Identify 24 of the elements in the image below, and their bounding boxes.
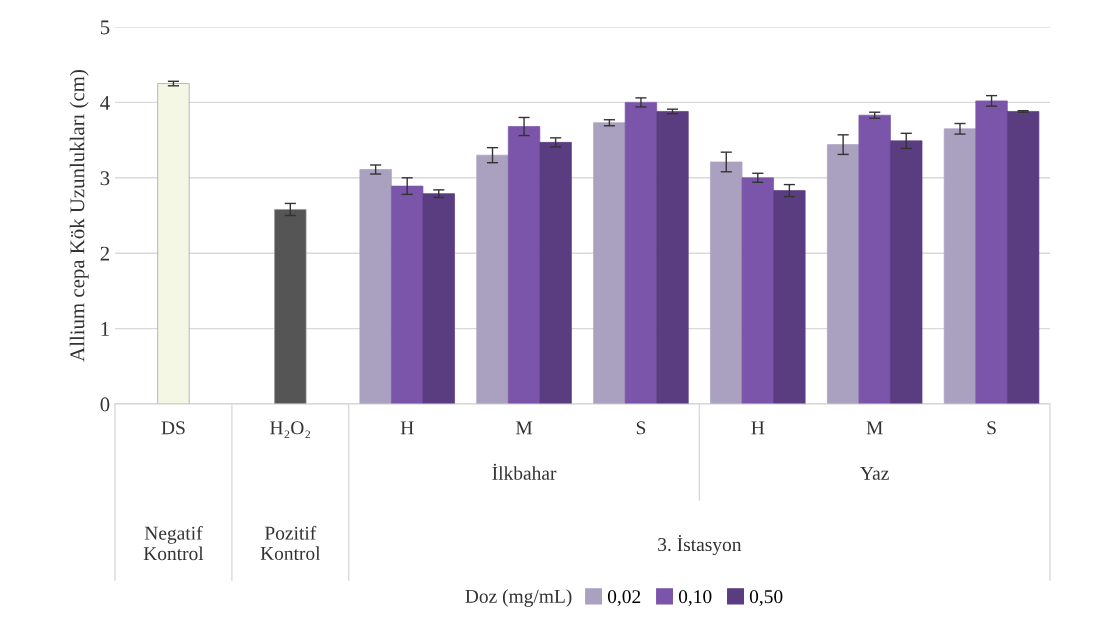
y-tick-label: 3 — [100, 171, 110, 186]
y-tick-label: 5 — [100, 20, 110, 35]
x-tick-label: H — [400, 421, 414, 435]
text: Yaz — [860, 466, 889, 480]
y-tick-label: 1 — [101, 322, 109, 336]
y-tick-label: 0 — [100, 397, 110, 412]
text: Negatif Kontrol — [143, 525, 204, 561]
legend-title: Doz (mg/mL) — [465, 589, 572, 607]
x-tick-label: DS — [161, 421, 185, 435]
x-tick-label: H₂O₂ — [270, 421, 311, 439]
x-tick-label: M — [866, 421, 883, 435]
legend-label: 0,02 — [607, 590, 641, 607]
x-tick-label: H — [751, 421, 765, 435]
legend-label: 0,10 — [678, 590, 712, 607]
y-tick-label: 2 — [100, 246, 109, 261]
legend-label: 0,50 — [749, 590, 783, 607]
x-tick-label: M — [515, 421, 533, 435]
y-axis-title: Allium cepa Kök Uzunlukları (cm) — [69, 70, 89, 362]
text: İlkbahar — [492, 463, 557, 480]
text: Pozitif Kontrol — [260, 525, 321, 561]
x-tick-label: S — [636, 421, 646, 435]
y-tick-label: 4 — [100, 95, 110, 110]
text: 3. İstasyon — [658, 534, 742, 556]
x-tick-label: S — [987, 421, 996, 435]
